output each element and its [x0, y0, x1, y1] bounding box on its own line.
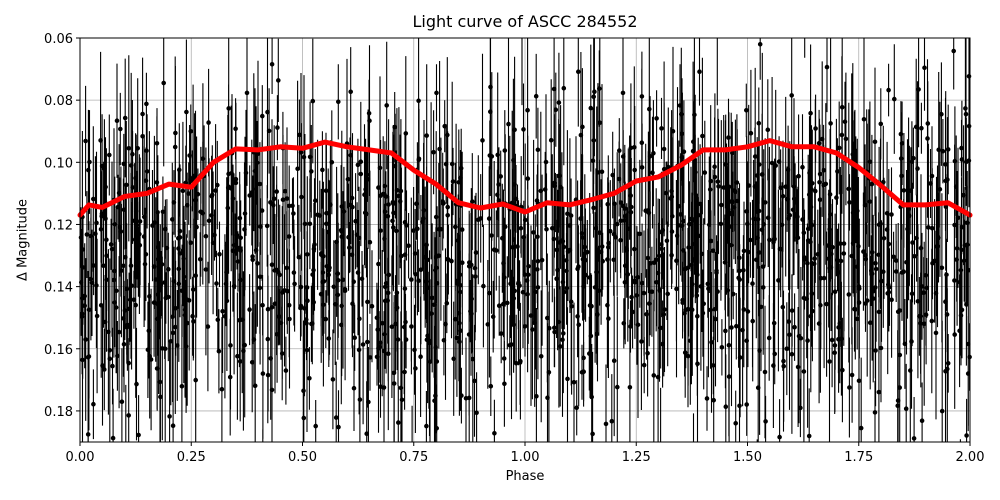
- x-tick-label: 0.50: [288, 450, 317, 465]
- x-tick-label: 0.75: [399, 450, 428, 465]
- y-axis-ticks: 0.06 0.08 0.10 0.12 0.14 0.16 0.18: [44, 32, 80, 420]
- chart-title: Light curve of ASCC 284552: [412, 12, 638, 31]
- x-tick-label: 1.00: [511, 450, 540, 465]
- y-tick-label: 0.06: [44, 32, 73, 47]
- y-tick-label: 0.12: [44, 218, 73, 233]
- x-tick-label: 2.00: [956, 450, 985, 465]
- x-tick-label: 1.75: [844, 450, 873, 465]
- y-tick-label: 0.14: [44, 281, 73, 296]
- y-tick-label: 0.18: [44, 405, 73, 420]
- y-tick-label: 0.16: [44, 343, 73, 358]
- y-tick-label: 0.10: [44, 156, 73, 171]
- y-tick-label: 0.08: [44, 94, 73, 109]
- x-axis-ticks: 0.00 0.25 0.50 0.75 1.00 1.25 1.50 1.75 2.00: [66, 442, 985, 465]
- x-tick-label: 1.50: [733, 450, 762, 465]
- observation-errorbars: [78, 38, 972, 442]
- x-axis-label: Phase: [505, 469, 545, 484]
- x-tick-label: 0.00: [66, 450, 95, 465]
- binned-mean-curve: [77, 138, 973, 218]
- x-tick-label: 1.25: [622, 450, 651, 465]
- x-tick-label: 0.25: [177, 450, 206, 465]
